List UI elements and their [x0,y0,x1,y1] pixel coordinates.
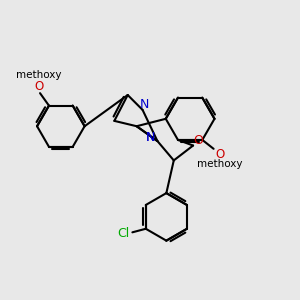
Text: Cl: Cl [117,227,130,240]
Text: O: O [215,148,225,161]
Text: O: O [34,80,43,92]
Text: O: O [194,134,203,147]
Text: methoxy: methoxy [16,70,61,80]
Text: N: N [146,131,156,144]
Text: N: N [146,131,156,144]
Text: N: N [140,98,149,111]
Text: methoxy: methoxy [197,159,243,169]
